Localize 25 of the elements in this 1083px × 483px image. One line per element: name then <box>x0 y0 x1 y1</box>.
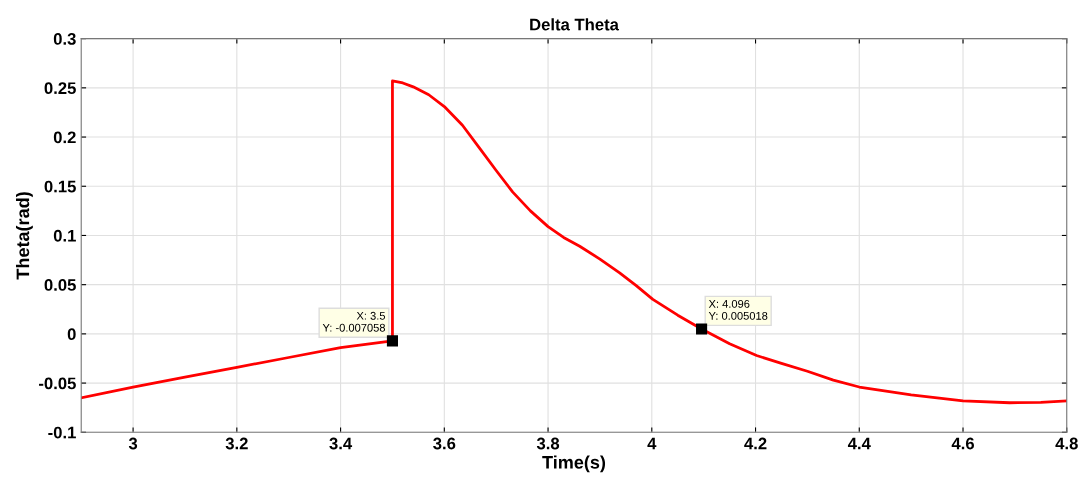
x-tick-label: 4.4 <box>847 437 871 450</box>
y-tick-label: 0 <box>67 328 76 341</box>
y-tick-label: 0.1 <box>53 229 76 242</box>
y-tick-label: -0.05 <box>39 377 76 390</box>
y-tick-label: 0.3 <box>53 33 76 45</box>
x-tick-label: 4.8 <box>1055 437 1078 450</box>
x-tick-label: 4.2 <box>744 437 767 450</box>
y-tick-label: 0.2 <box>53 131 76 144</box>
annotation: X: 3.5 Y: -0.007058 <box>322 311 386 332</box>
x-tick-label: 4.6 <box>951 437 974 450</box>
line-series <box>81 79 1067 405</box>
y-axis-title: Theta(rad) <box>15 192 33 280</box>
x-tick-label: 3 <box>128 437 138 450</box>
y-tick-label: -0.1 <box>48 426 76 439</box>
x-tick-label: 3.8 <box>536 437 560 450</box>
annotation: X: 4.096 Y: 0.005018 <box>708 299 768 320</box>
x-tick-label: 3.6 <box>433 437 456 450</box>
x-tick-label: 3.4 <box>329 437 353 450</box>
x-tick-label: 4 <box>647 437 657 450</box>
y-tick-label: 0.25 <box>44 82 76 95</box>
x-tick-label: 3.2 <box>225 437 248 450</box>
y-tick-label: 0.15 <box>44 180 76 193</box>
chart-title: Delta Theta <box>530 18 620 31</box>
x-axis-title: Time(s) <box>542 455 606 473</box>
y-tick-label: 0.05 <box>44 279 76 291</box>
